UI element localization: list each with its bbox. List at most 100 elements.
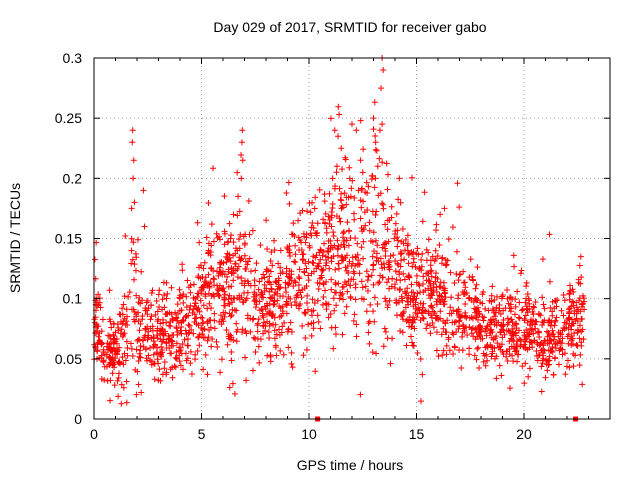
data-point [144,357,151,364]
data-point [163,279,170,286]
data-point [427,303,434,310]
data-point [241,241,248,248]
data-point [352,254,359,261]
data-point [234,326,241,333]
data-point [373,147,380,154]
data-point [151,360,158,367]
data-point [335,280,342,287]
data-point [163,319,170,326]
data-point [524,346,531,353]
data-point [233,338,240,345]
data-point [100,357,107,364]
data-point [263,285,270,292]
data-point [311,205,318,212]
data-point [410,249,417,256]
data-point [204,337,211,344]
data-point [177,346,184,353]
data-point [550,336,557,343]
data-point [399,329,406,336]
data-point [154,308,161,315]
data-point [205,271,212,278]
data-point [200,319,207,326]
data-point [111,361,118,368]
data-point [220,318,227,325]
data-point [320,293,327,300]
data-point [353,321,360,328]
data-point [417,356,424,363]
data-point [210,267,217,274]
data-point [409,174,416,181]
data-point [513,341,520,348]
data-point [143,345,150,352]
data-point [357,391,364,398]
data-point [183,293,190,300]
data-point [549,298,556,305]
data-point [497,343,504,350]
data-point [331,289,338,296]
data-point [257,242,264,249]
data-point [226,220,233,227]
data-point [369,208,376,215]
data-point [395,196,402,203]
data-point [334,252,341,259]
data-point [192,356,199,363]
data-point [492,355,499,362]
data-point [537,341,544,348]
data-point [186,329,193,336]
data-point [167,350,174,357]
data-point [337,196,344,203]
spike-point [380,67,387,74]
data-point [493,333,500,340]
data-point [180,291,187,298]
data-point [541,305,548,312]
data-point [398,293,405,300]
data-point [449,329,456,336]
x-axis-label: GPS time / hours [297,457,404,473]
data-point [503,353,510,360]
data-point [263,217,270,224]
data-point [340,230,347,237]
data-point [413,305,420,312]
data-point [328,286,335,293]
data-point [304,292,311,299]
data-point [379,244,386,251]
data-point [438,260,445,267]
data-point [514,351,521,358]
data-point [382,245,389,252]
data-point [142,325,149,332]
data-point [333,213,340,220]
data-point [289,231,296,238]
data-point [211,282,218,289]
data-point [356,261,363,268]
data-point [222,302,229,309]
data-point [233,307,240,314]
data-point [434,275,441,282]
data-point [372,237,379,244]
data-point [258,306,265,313]
data-point [538,388,545,395]
data-point [544,367,551,374]
data-point [530,304,537,311]
data-point [462,312,469,319]
data-point [350,317,357,324]
data-point [95,339,102,346]
data-point [399,297,406,304]
data-point [279,323,286,330]
data-point [318,266,325,273]
data-point [500,327,507,334]
data-point [408,339,415,346]
data-point [319,252,326,259]
data-point [155,291,162,298]
data-point [303,231,310,238]
data-point [466,345,473,352]
data-point [407,333,414,340]
data-point [267,295,274,302]
data-point [329,200,336,207]
data-point [266,334,273,341]
data-point [476,364,483,371]
data-point [255,286,262,293]
data-point [516,299,523,306]
data-point [116,370,123,377]
data-point [234,169,241,176]
data-point [379,265,386,272]
